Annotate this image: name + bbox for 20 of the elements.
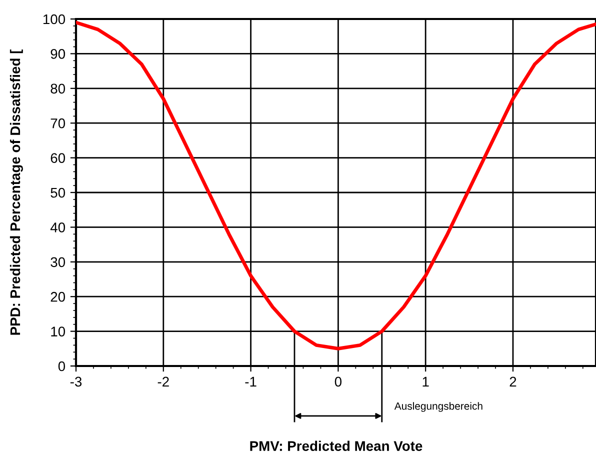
- y-tick-label: 0: [58, 361, 66, 372]
- y-tick-label: 10: [51, 326, 66, 336]
- x-tick-label: -3: [70, 376, 82, 387]
- y-tick-label: 90: [50, 49, 66, 59]
- y-axis-title: PPD: Predicted Percentage of Dissatisfied [: [10, 49, 23, 335]
- y-tick-label: 50: [50, 188, 66, 198]
- x-axis-title: PMV: Predicted Mean Vote: [250, 440, 422, 451]
- y-tick-label: 60: [50, 153, 66, 163]
- y-tick-label: 20: [50, 292, 66, 302]
- x-tick-label: -2: [158, 376, 169, 386]
- x-tick-label: -1: [245, 376, 256, 386]
- y-tick-label: 80: [50, 84, 66, 94]
- text: Auslegungsbereich: [394, 402, 482, 412]
- y-tick-label: 30: [50, 257, 66, 268]
- x-tick-label: 2: [510, 376, 516, 386]
- x-tick-label: 0: [334, 376, 342, 387]
- y-tick-label: 70: [50, 118, 66, 128]
- y-tick-label: 100: [43, 14, 66, 24]
- y-tick-label: 40: [50, 222, 66, 232]
- x-tick-label: 1: [422, 376, 429, 386]
